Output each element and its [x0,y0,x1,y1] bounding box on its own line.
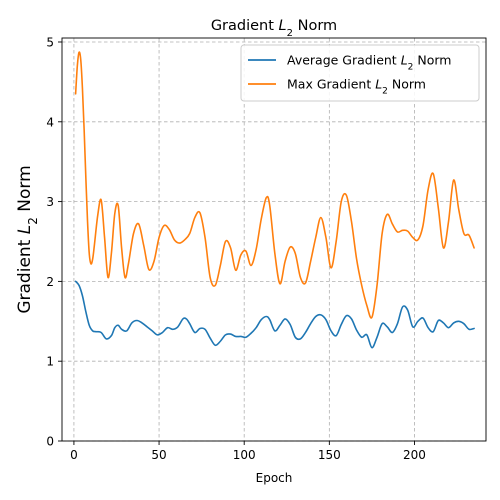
y-axis-label: Gradient L2 Norm [15,165,40,313]
x-axis-label: Epoch [256,471,293,485]
chart-title: Gradient L2 Norm [211,18,337,39]
y-tick-label: 1 [46,355,54,369]
x-tick-label: 150 [318,448,341,462]
average-gradient-line [74,280,475,349]
x-tick-label: 100 [233,448,256,462]
x-tick-label: 50 [151,448,166,462]
y-tick-label: 5 [46,35,54,49]
series-layer [74,51,475,349]
max-gradient-line [74,51,475,319]
y-tick-label: 2 [46,275,54,289]
legend-box [240,44,480,102]
y-tick-label: 4 [46,115,54,129]
legend-label: Max Gradient L2 Norm [287,77,426,97]
x-tick-label: 0 [70,448,78,462]
y-tick-label: 0 [46,435,54,449]
ticks: 0 50 100 150 200 0 1 2 3 4 5 [46,35,426,462]
plot-frame [61,37,487,442]
y-tick-label: 3 [46,195,54,209]
legend-label: Average Gradient L2 Norm [287,53,451,73]
legend: Average Gradient L2 Norm Max Gradient L2 … [240,44,480,102]
x-tick-label: 200 [403,448,426,462]
